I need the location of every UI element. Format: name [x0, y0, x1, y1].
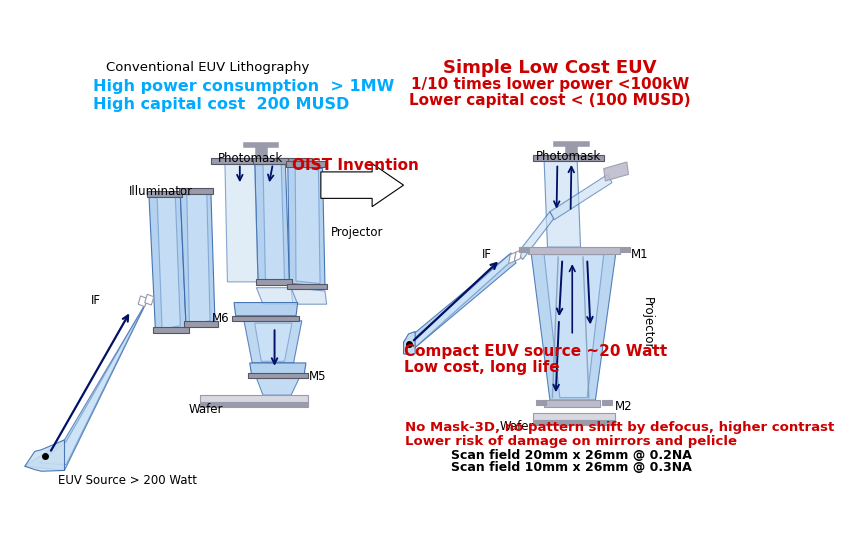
- Bar: [527, 247, 619, 254]
- Polygon shape: [149, 193, 186, 332]
- Polygon shape: [250, 363, 306, 374]
- Bar: [535, 400, 545, 405]
- Text: High capital cost  200 MUSD: High capital cost 200 MUSD: [93, 98, 348, 113]
- Polygon shape: [403, 253, 515, 354]
- Text: Conventional EUV Lithography: Conventional EUV Lithography: [106, 61, 309, 74]
- Polygon shape: [180, 191, 215, 327]
- Polygon shape: [550, 175, 611, 220]
- Text: Projector: Projector: [331, 226, 383, 239]
- Polygon shape: [256, 288, 297, 304]
- Text: Lower capital cost < (100 MUSD): Lower capital cost < (100 MUSD): [409, 93, 690, 108]
- Bar: [532, 420, 614, 425]
- Text: Compact EUV source ~20 Watt: Compact EUV source ~20 Watt: [403, 344, 666, 359]
- Bar: [200, 402, 308, 407]
- Bar: [253, 158, 287, 163]
- Polygon shape: [25, 440, 65, 472]
- Polygon shape: [508, 252, 515, 264]
- Text: Scan field 10mm x 26mm @ 0.3NA: Scan field 10mm x 26mm @ 0.3NA: [450, 461, 691, 474]
- Bar: [256, 279, 291, 285]
- Bar: [183, 321, 218, 326]
- Polygon shape: [187, 193, 210, 325]
- Bar: [153, 327, 188, 333]
- Text: M5: M5: [309, 371, 326, 383]
- Polygon shape: [544, 255, 603, 398]
- Text: Photomask: Photomask: [217, 152, 282, 165]
- Text: IF: IF: [91, 294, 101, 308]
- Text: Scan field 20mm x 26mm @ 0.2NA: Scan field 20mm x 26mm @ 0.2NA: [450, 449, 691, 462]
- Text: 1/10 times lower power <100kW: 1/10 times lower power <100kW: [411, 77, 688, 92]
- Text: No Mask-3D, no pattern shift by defocus, higher contrast: No Mask-3D, no pattern shift by defocus,…: [405, 421, 833, 434]
- Bar: [286, 284, 326, 289]
- Text: IF: IF: [481, 248, 492, 261]
- Polygon shape: [291, 288, 326, 304]
- Polygon shape: [412, 255, 510, 349]
- Polygon shape: [40, 303, 146, 465]
- Polygon shape: [225, 163, 257, 282]
- Polygon shape: [295, 166, 320, 284]
- Bar: [544, 400, 600, 407]
- Polygon shape: [145, 294, 153, 305]
- Bar: [232, 316, 298, 321]
- Polygon shape: [603, 162, 628, 181]
- Polygon shape: [244, 321, 302, 363]
- Text: Wafer: Wafer: [499, 420, 533, 433]
- Polygon shape: [320, 163, 403, 207]
- Polygon shape: [530, 252, 615, 400]
- Text: OIST Invention: OIST Invention: [292, 158, 418, 173]
- Bar: [200, 395, 308, 403]
- Text: Photomask: Photomask: [535, 151, 601, 163]
- Bar: [285, 161, 325, 167]
- Polygon shape: [138, 296, 147, 307]
- Bar: [619, 247, 630, 252]
- Polygon shape: [256, 378, 299, 395]
- Text: Projector: Projector: [640, 297, 653, 349]
- Polygon shape: [403, 332, 415, 355]
- Bar: [178, 189, 213, 194]
- Bar: [210, 158, 311, 163]
- Polygon shape: [255, 323, 291, 362]
- Polygon shape: [262, 162, 284, 280]
- Polygon shape: [517, 211, 554, 260]
- Polygon shape: [287, 163, 325, 286]
- Polygon shape: [233, 303, 297, 316]
- Bar: [248, 373, 308, 378]
- Text: Low cost, long life: Low cost, long life: [403, 360, 559, 375]
- Text: High power consumption  > 1MW: High power consumption > 1MW: [93, 79, 394, 95]
- Bar: [532, 155, 603, 161]
- Bar: [602, 400, 611, 405]
- Text: M2: M2: [613, 400, 631, 413]
- Polygon shape: [255, 160, 289, 282]
- Text: Wafer: Wafer: [188, 404, 223, 417]
- Text: Lower risk of damage on mirrors and pelicle: Lower risk of damage on mirrors and peli…: [405, 435, 736, 448]
- Text: Simple Low Cost EUV: Simple Low Cost EUV: [443, 59, 656, 77]
- Bar: [532, 413, 614, 421]
- Text: EUV Source > 200 Watt: EUV Source > 200 Watt: [58, 474, 197, 486]
- Bar: [147, 191, 181, 197]
- Bar: [519, 247, 528, 252]
- Polygon shape: [157, 197, 180, 329]
- Text: M6: M6: [212, 312, 230, 326]
- Text: Illuminator: Illuminator: [129, 185, 193, 198]
- Polygon shape: [25, 301, 147, 470]
- Polygon shape: [514, 249, 521, 261]
- Text: M1: M1: [630, 248, 648, 261]
- Polygon shape: [544, 161, 580, 247]
